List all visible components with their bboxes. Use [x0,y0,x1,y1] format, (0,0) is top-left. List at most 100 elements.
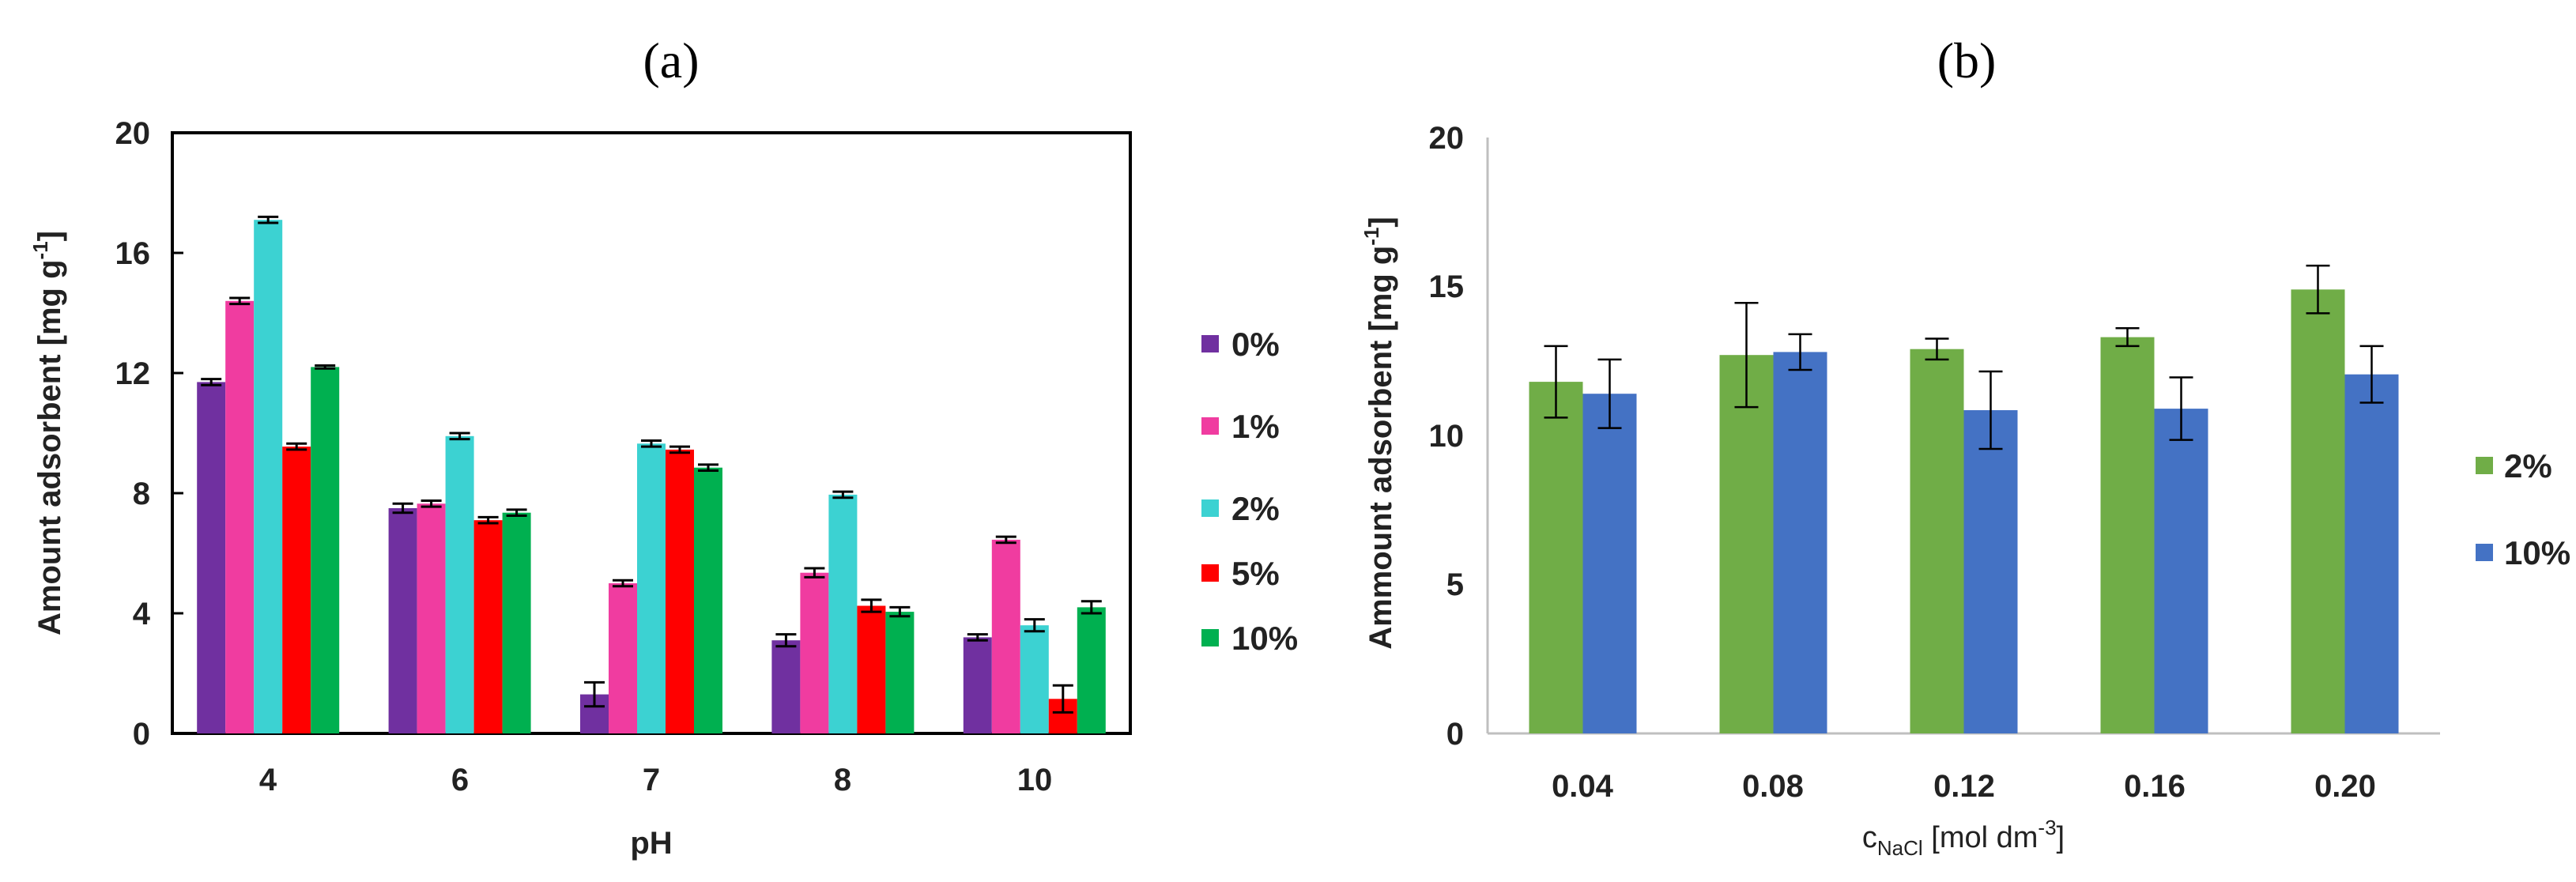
chart-a-error-bar-5pct-7 [669,445,690,454]
legend-swatch-5pct [1201,564,1219,582]
chart-a-x-tick-label: 7 [643,763,660,797]
chart-a-error-bar-5pct-6 [477,515,499,525]
chart-b-x-axis-title-mid: [mol dm [1923,821,2039,854]
legend-label-10pct-b: 10% [2504,534,2570,571]
chart-a-legend: 0% 1% 2% 5% 10% [1201,326,1298,657]
chart-a-error-bar-0pct-4 [201,378,222,386]
chart-b-panel-label: (b) [1937,32,1997,89]
legend-swatch-10pct-b [2476,544,2493,561]
chart-a-error-bar-5pct-10 [1052,684,1073,714]
legend-label-2pct: 2% [1231,490,1280,527]
chart-b-x-tick-label: 0.12 [1933,769,1995,804]
chart-a-bar-2pct-6 [445,435,474,733]
chart-b-bar-10pct-0.04 [1582,394,1637,733]
chart-a-error-bar-10pct-10 [1081,600,1102,615]
chart-a-error-bar-2pct-6 [449,432,470,441]
chart-b-bar-10pct-0.20 [2344,374,2399,733]
chart-a-bar-5pct-6 [473,520,503,733]
chart-a-x-tick-label: 6 [451,763,469,797]
chart-a-bar-0pct-8 [771,640,801,733]
chart-a-bar-1pct-6 [417,503,446,733]
chart-b-x-axis-title-sub: NaCl [1877,836,1923,860]
chart-b-y-axis-title-end: ] [1363,217,1398,227]
chart-b-error-bar-2pct-0.20 [2306,264,2330,315]
chart-a-error-bar-10pct-4 [315,364,336,370]
chart-a-panel-label: (a) [643,32,699,89]
chart-a-bar-2pct-7 [637,443,666,733]
chart-b-error-bar-10pct-0.12 [1978,370,2003,450]
chart-b-error-bar-2pct-0.16 [2115,327,2140,348]
chart-b-bar-10pct-0.16 [2154,409,2208,733]
legend-label-1pct: 1% [1231,408,1280,445]
chart-b-x-axis-title-sup: -3 [2038,816,2056,839]
chart-b-bar-2pct-0.04 [1529,382,1583,733]
chart-a-error-bar-10pct-7 [698,463,718,472]
chart-b-y-tick-label: 10 [1429,419,1465,454]
chart-a-bar-2pct-8 [828,494,858,733]
chart-a-bar-1pct-8 [800,572,829,733]
chart-a-y-tick-label: 0 [133,717,150,752]
legend-label-2pct-b: 2% [2504,447,2552,484]
chart-a-x-axis-title: pH [630,826,672,861]
chart-a-y-axis-title-sup: -1 [28,241,52,259]
legend-label-10pct: 10% [1231,620,1298,657]
chart-a-bar-10pct-4 [311,367,340,733]
chart-b-x-axis-title-c: c [1862,821,1877,854]
legend-swatch-2pct-b [2476,457,2493,474]
chart-a-error-bar-1pct-4 [229,296,251,306]
chart-b-legend: 2% 10% [2476,447,2570,571]
chart-a-bar-5pct-7 [666,449,694,733]
chart-b-error-bar-2pct-0.04 [1544,345,1568,419]
chart-b-error-bar-10pct-0.04 [1597,358,1622,429]
chart-a-error-bar-0pct-8 [775,633,797,648]
chart-a-bar-1pct-4 [225,300,255,733]
chart-b-error-bar-10pct-0.20 [2359,345,2384,404]
chart-a-error-bar-10pct-6 [506,508,527,517]
chart-a-x-tick-label: 4 [259,763,277,797]
chart-a-bar-5pct-4 [282,447,311,733]
chart-b-error-bar-2pct-0.12 [1925,337,1949,361]
chart-b-bar-2pct-0.12 [1910,349,1964,733]
chart-b: (b) 0 5 10 15 20 0.04 0.08 0.12 0.16 0.2… [1360,32,2570,860]
chart-a-error-bar-5pct-8 [861,598,882,613]
chart-a-error-bar-1pct-10 [995,535,1016,545]
chart-b-bar-2pct-0.08 [1719,355,1774,733]
chart-b-y-axis-title: Ammount adsorbent [mg g-1] [1360,217,1398,650]
chart-a: (a) 0 4 8 12 16 20 4 6 7 8 10 pH Amount … [28,32,1298,861]
chart-a-error-bar-1pct-8 [804,567,825,579]
chart-a-bar-10pct-7 [694,467,722,733]
chart-a-bar-1pct-7 [609,583,637,733]
chart-a-x-tick-label: 8 [834,763,851,797]
chart-b-x-tick-label: 0.16 [2124,769,2186,804]
chart-b-y-tick-label: 20 [1429,121,1465,156]
chart-b-error-bar-2pct-0.08 [1734,301,1759,409]
chart-a-x-tick-label: 10 [1017,763,1053,797]
legend-swatch-10pct [1201,629,1219,646]
chart-a-bars [197,220,1106,733]
chart-a-bar-0pct-10 [963,637,992,733]
chart-b-x-tick-label: 0.20 [2314,769,2376,804]
chart-b-x-axis-title-end: ] [2057,821,2065,854]
chart-a-error-bar-1pct-7 [613,579,633,588]
chart-b-error-bar-10pct-0.16 [2169,376,2193,441]
chart-b-bar-10pct-0.08 [1773,352,1827,733]
chart-a-error-bar-1pct-6 [421,499,442,508]
chart-a-error-bar-2pct-7 [641,439,662,448]
chart-b-bar-2pct-0.16 [2100,337,2155,733]
chart-a-bar-2pct-10 [1020,625,1049,733]
chart-b-y-axis-title-sup: -1 [1360,228,1383,246]
chart-a-y-axis-title: Amount adsorbent [mg g-1] [28,231,67,635]
chart-a-y-axis-title-main: Amount adsorbent [mg g [32,259,67,635]
legend-swatch-0pct [1201,335,1219,352]
chart-a-error-bar-0pct-6 [392,502,413,514]
chart-a-bar-2pct-4 [254,220,283,733]
chart-b-bar-2pct-0.20 [2291,289,2345,733]
chart-a-bar-0pct-4 [197,382,226,733]
chart-a-error-bar-2pct-8 [832,490,854,499]
chart-b-error-bar-10pct-0.08 [1788,333,1812,371]
chart-a-error-bar-2pct-4 [258,215,279,224]
chart-b-bars [1529,289,2399,733]
chart-a-error-bar-10pct-8 [889,605,911,618]
chart-a-bar-10pct-8 [885,612,915,733]
